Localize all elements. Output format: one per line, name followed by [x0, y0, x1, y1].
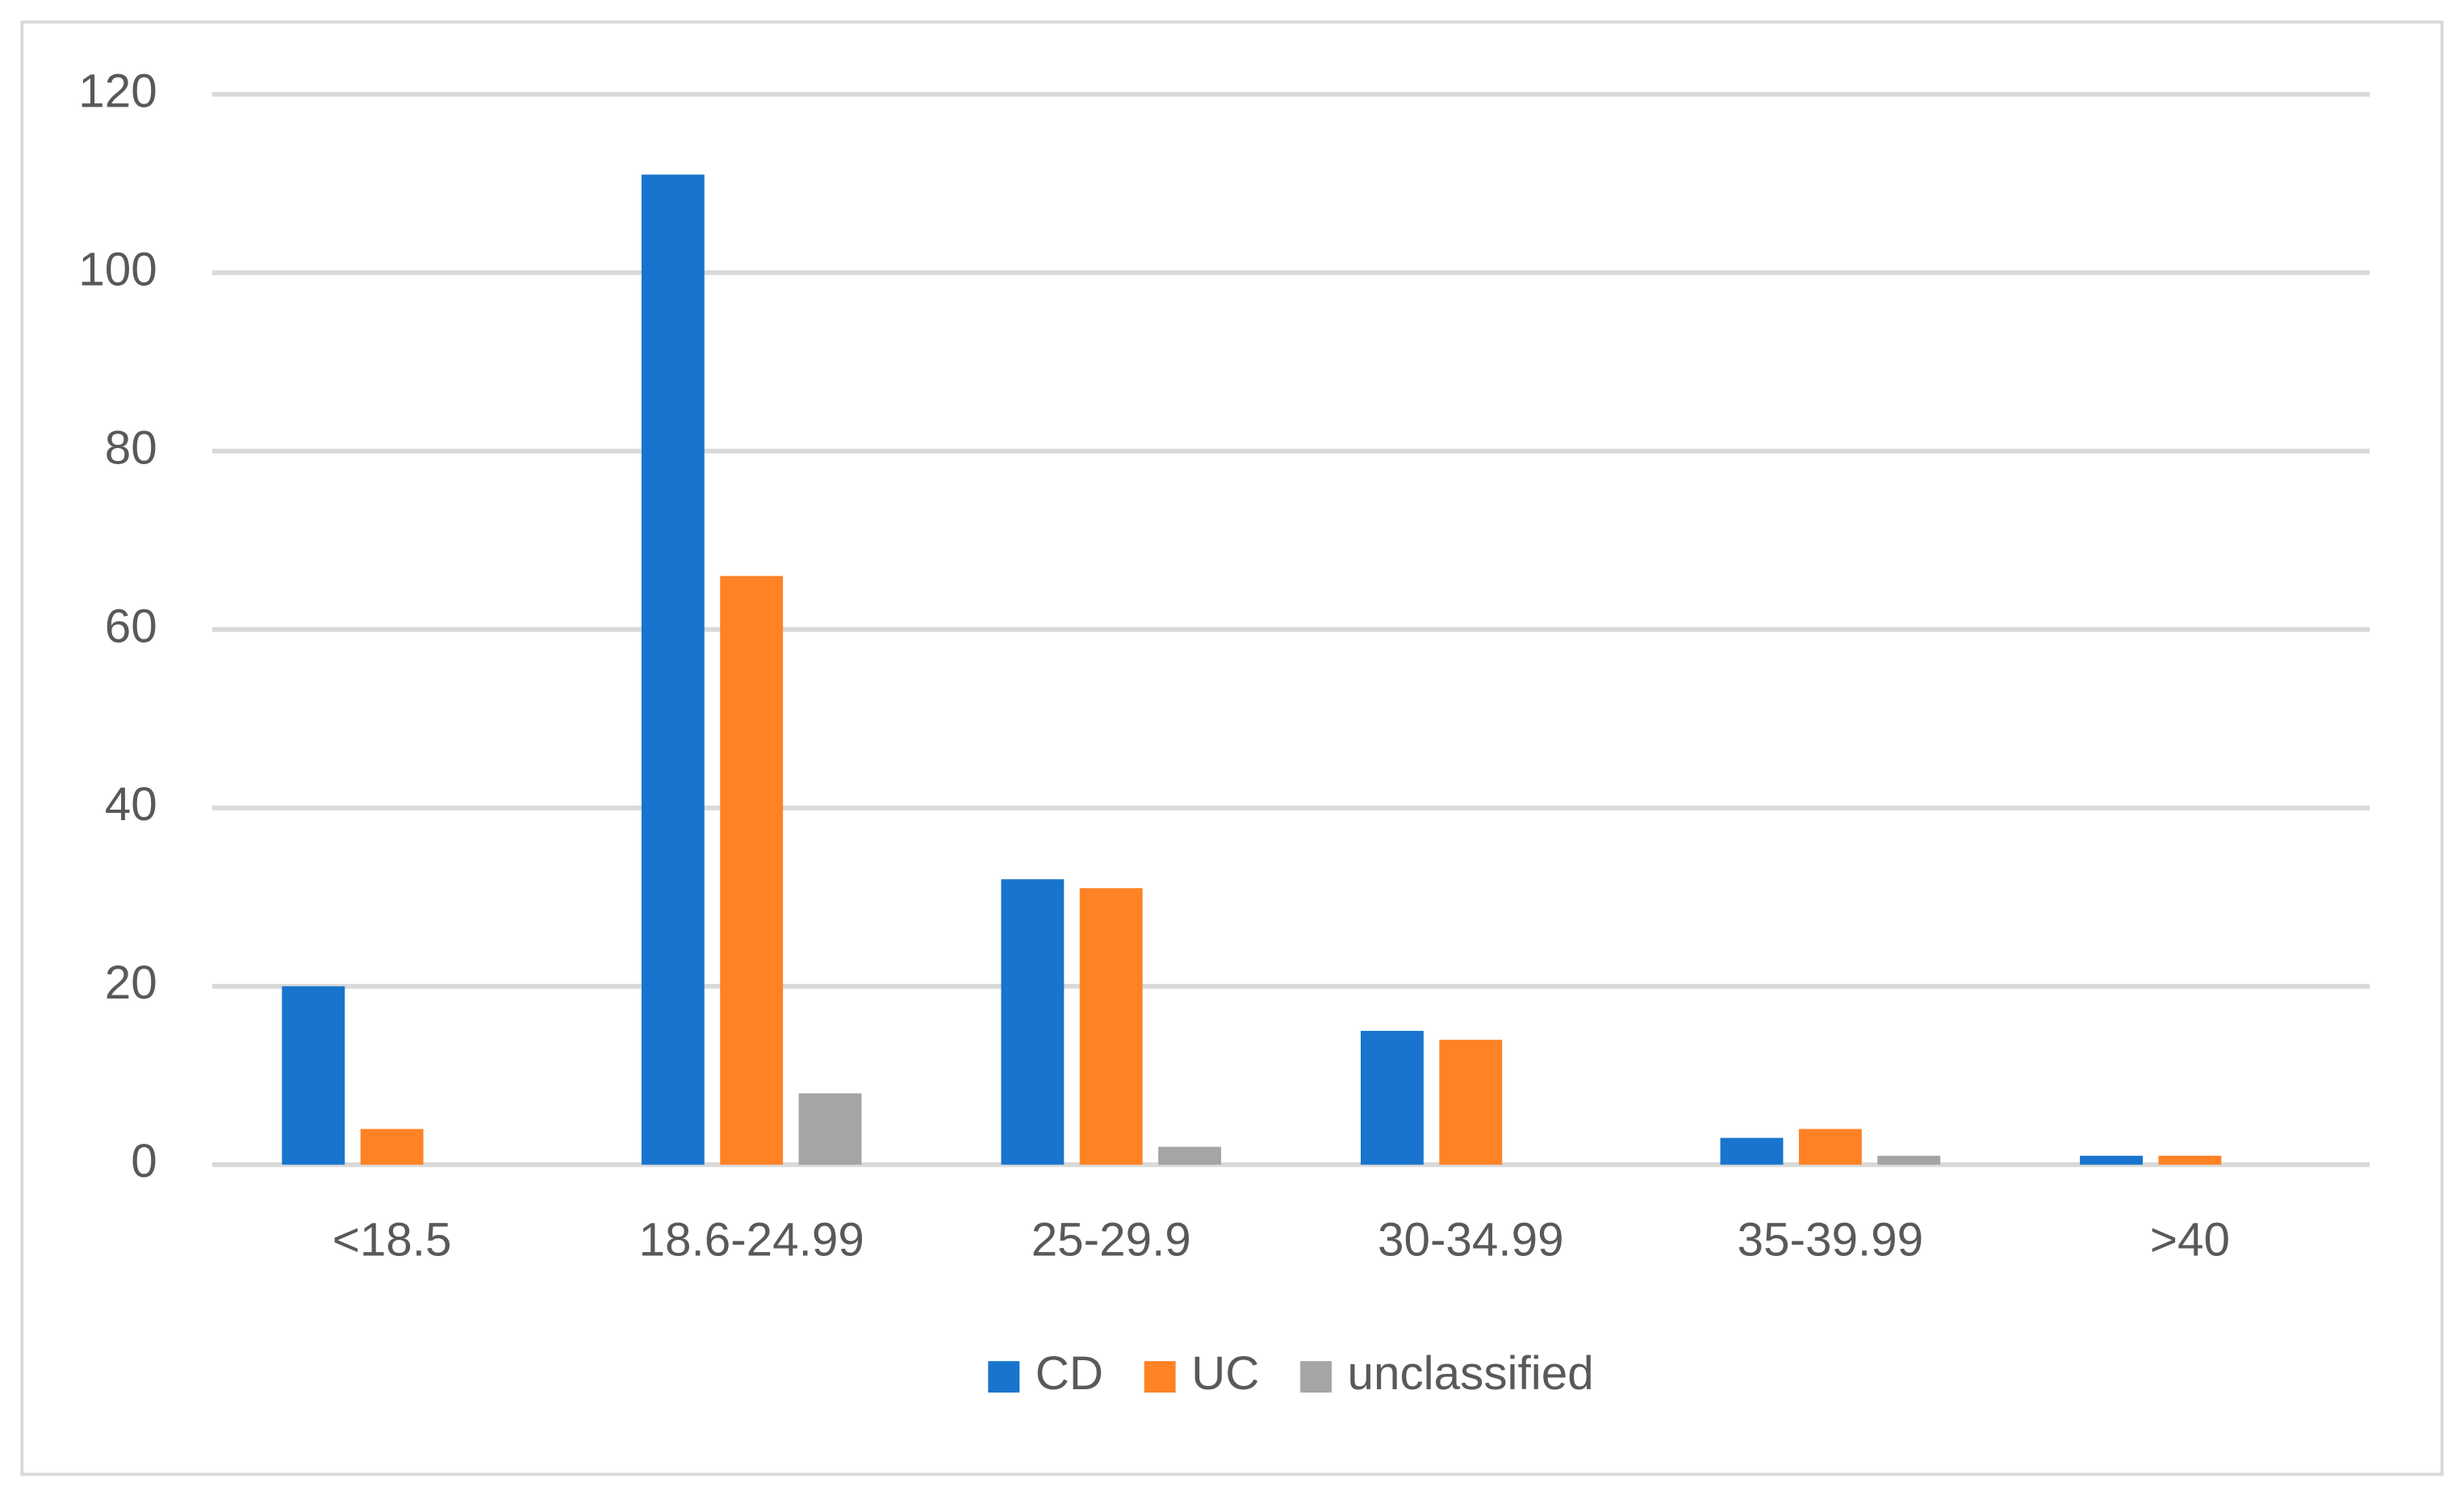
x-tick-label: <18.5: [333, 1214, 452, 1267]
bar: [1720, 1137, 1784, 1165]
grid: [211, 91, 2370, 1167]
y-tick-label: 40: [105, 778, 157, 831]
bar: [1798, 1128, 1862, 1165]
bar: [641, 174, 705, 1165]
bar: [1360, 1031, 1424, 1165]
legend-swatch: [988, 1361, 1020, 1393]
bars: [282, 174, 2222, 1165]
legend-label: unclassified: [1348, 1347, 1594, 1400]
x-tick-label: >40: [2150, 1214, 2230, 1267]
legend-swatch: [1144, 1361, 1176, 1393]
legend-label: CD: [1035, 1347, 1103, 1400]
legend-label: UC: [1191, 1347, 1259, 1400]
y-tick-label: 100: [78, 243, 157, 295]
x-tick-label: 18.6-24.99: [639, 1214, 864, 1267]
bar: [1001, 879, 1065, 1165]
y-tick-label: 20: [105, 957, 157, 1009]
legend: CD UC unclassified: [988, 1347, 1594, 1400]
bar: [1439, 1040, 1503, 1165]
bar: [2080, 1155, 2143, 1165]
x-tick-label: 30-34.99: [1378, 1214, 1564, 1267]
y-tick-label: 80: [105, 421, 157, 474]
y-tick-label: 60: [105, 600, 157, 652]
y-tick-label: 0: [131, 1135, 157, 1187]
x-tick-label: 25-29.9: [1031, 1214, 1191, 1267]
legend-swatch: [1300, 1361, 1332, 1393]
bar: [2158, 1155, 2222, 1165]
chart-border: [20, 20, 2444, 1476]
bar: [1158, 1146, 1222, 1165]
bar: [360, 1128, 424, 1165]
bar: [1877, 1155, 1941, 1165]
y-tick-label: 120: [78, 65, 157, 117]
x-tick-label: 35-39.99: [1738, 1214, 1924, 1267]
bar: [798, 1093, 862, 1165]
bar: [1079, 888, 1143, 1165]
bar: [282, 986, 345, 1165]
labels: 0 20 40 60 80 100 120 <18.5 18.6-24.99 25-29.9 30-…: [78, 65, 2230, 1266]
bar: [720, 576, 784, 1165]
